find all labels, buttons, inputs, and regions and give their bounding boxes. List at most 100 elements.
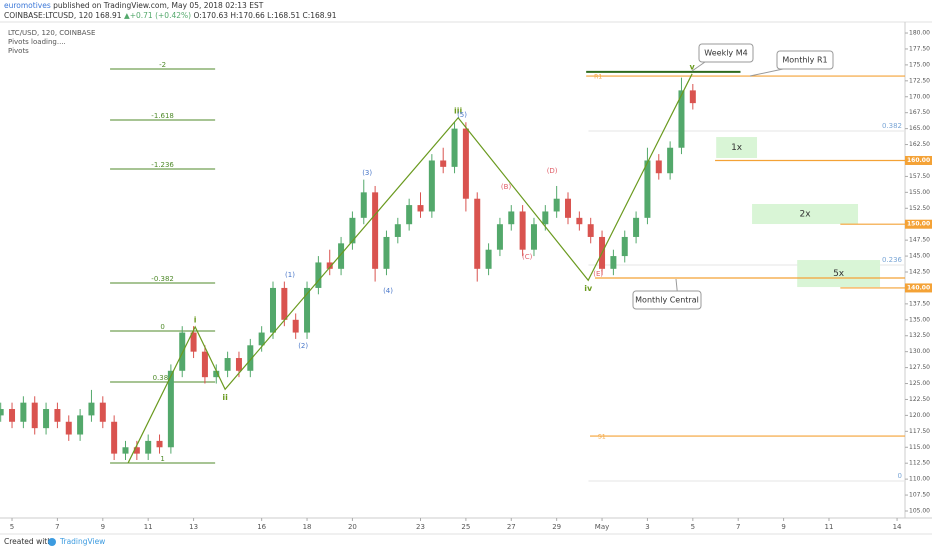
candle-body [122, 447, 129, 454]
candle-body [576, 217, 583, 225]
candle-body [474, 198, 481, 269]
candle-body [0, 409, 4, 416]
subwave-label: (D) [547, 167, 558, 175]
candle-body [247, 345, 254, 371]
y-tick-label: 132.50 [909, 332, 930, 339]
y-tick-label: 130.00 [909, 348, 930, 355]
change: ▲+0.71 (+0.42%) [124, 11, 191, 20]
candle-body [428, 160, 435, 212]
y-tick-label: 180.00 [909, 30, 930, 37]
legend-entry: Pivots [8, 47, 29, 55]
y-tick-label: 112.50 [909, 460, 930, 467]
candle-body [451, 128, 458, 167]
candle-body [156, 440, 163, 448]
fib-label: 0 [160, 323, 164, 331]
level-tag: 150.00 [907, 221, 930, 228]
candle-body [292, 319, 299, 333]
last: 168.91 [95, 11, 121, 20]
candle-body [644, 160, 651, 218]
y-tick-label: 127.50 [909, 364, 930, 371]
candle-body [360, 192, 367, 218]
level-name: R1 [594, 74, 602, 81]
candle-body [315, 262, 322, 288]
candle-body [519, 211, 526, 250]
candle-body [485, 249, 492, 269]
x-tick-label: 14 [893, 523, 902, 531]
callout-box [698, 43, 754, 63]
candle-body [496, 224, 503, 250]
candle-body [553, 198, 560, 212]
y-tick-label: 137.50 [909, 300, 930, 307]
y-tick-label: 167.50 [909, 109, 930, 116]
fib-label: -1.618 [151, 112, 174, 120]
y-tick-label: 155.00 [909, 189, 930, 196]
subwave-label: (1) [285, 271, 295, 279]
y-tick-label: 125.00 [909, 380, 930, 387]
callout-text: Monthly R1 [782, 56, 827, 65]
y-tick-label: 142.50 [909, 269, 930, 276]
level-tag-box [905, 283, 932, 293]
legend-entry: Pivots loading.... [8, 38, 66, 46]
candle-body [338, 243, 345, 269]
fib-label: 0.382 [153, 374, 173, 382]
retrace-label: 0.236 [882, 256, 903, 264]
zone-label: 5x [833, 269, 845, 279]
subwave-label: (5) [457, 111, 467, 119]
x-tick-label: 27 [507, 523, 516, 531]
x-tick-label: 9 [101, 523, 105, 531]
y-tick-label: 122.50 [909, 396, 930, 403]
candle-body [508, 211, 515, 225]
candle-body [689, 90, 696, 104]
y-tick-label: 177.50 [909, 45, 930, 52]
candle-body [667, 147, 674, 174]
y-tick-label: 170.00 [909, 93, 930, 100]
candle-body [201, 351, 208, 378]
x-tick-label: 11 [825, 523, 834, 531]
subwave-label: (C) [522, 253, 533, 261]
callout-pointer [749, 68, 784, 77]
level-tag-box [905, 219, 932, 229]
x-tick-label: 18 [303, 523, 312, 531]
x-tick-label: May [595, 523, 609, 531]
author[interactable]: euromotives [4, 1, 51, 10]
target-zone [716, 137, 758, 158]
x-tick-label: 29 [552, 523, 561, 531]
x-tick-label: 20 [348, 523, 357, 531]
x-tick-label: 5 [10, 523, 14, 531]
candle-body [417, 205, 424, 212]
candle-body [304, 287, 311, 333]
fib-label: -0.382 [151, 275, 174, 283]
candle-body [326, 262, 333, 269]
y-tick-label: 115.00 [909, 444, 930, 451]
candle-body [678, 90, 685, 148]
subwave-label: (B) [501, 183, 512, 191]
brand-logo [48, 538, 56, 546]
candle-body [440, 160, 447, 167]
candle-body [587, 224, 594, 237]
subwave-label: (3) [362, 169, 372, 177]
x-tick-label: 7 [736, 523, 740, 531]
zone-label: 2x [800, 210, 812, 220]
candle-body [213, 370, 220, 378]
callout-text: Weekly M4 [704, 49, 747, 58]
x-tick-label: 25 [461, 523, 470, 531]
subwave-label: (E) [593, 270, 603, 278]
change-value: +0.71 (+0.42%) [130, 11, 191, 20]
fib-label: 1 [160, 455, 164, 463]
published: published on TradingView.com, May 05, 20… [53, 1, 264, 10]
candle-body [383, 236, 390, 269]
candle-body [77, 415, 84, 435]
footer-created: Created with [4, 537, 52, 546]
x-tick-label: 7 [55, 523, 59, 531]
footer-brand[interactable]: TradingView [59, 537, 105, 546]
fib-label: -2 [159, 61, 166, 69]
wave-label: ii [222, 393, 228, 402]
callout-box [632, 290, 702, 310]
y-tick-label: 135.00 [909, 316, 930, 323]
x-tick-label: 5 [691, 523, 695, 531]
level-name: S1 [598, 434, 606, 441]
candle-body [9, 409, 16, 422]
x-tick-label: 9 [781, 523, 785, 531]
candle-body [633, 217, 640, 237]
